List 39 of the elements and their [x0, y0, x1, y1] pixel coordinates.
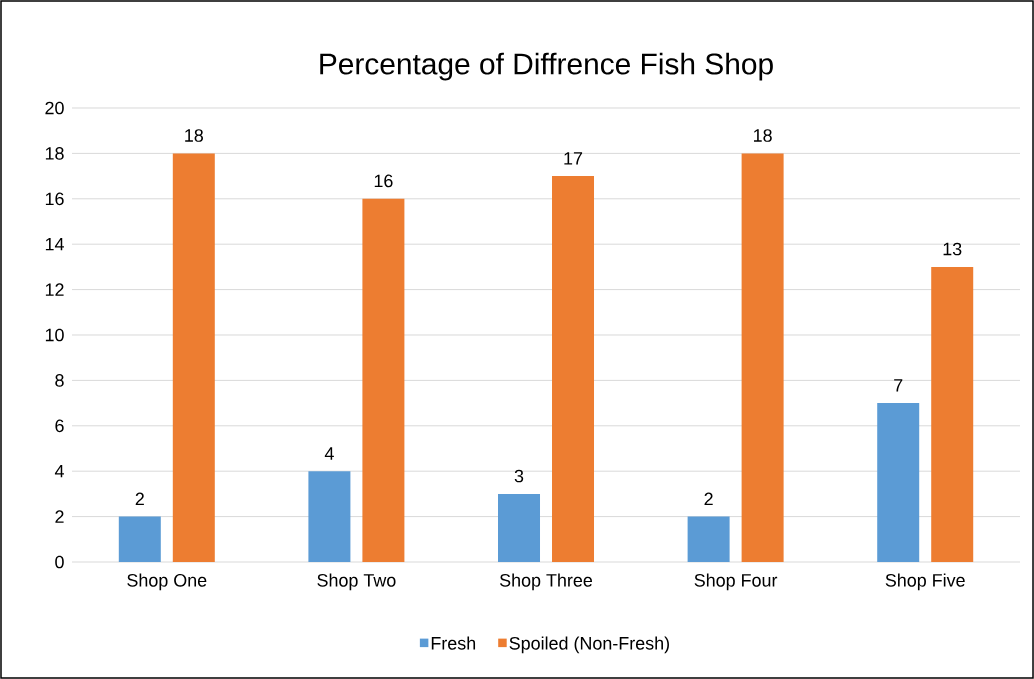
y-tick-label: 10 — [45, 328, 64, 342]
y-tick-label: 8 — [55, 374, 64, 387]
data-label: 4 — [324, 447, 334, 460]
y-tick-label: 2 — [55, 510, 64, 523]
bar — [308, 471, 351, 562]
data-label: 18 — [753, 129, 772, 142]
y-tick-label: 14 — [45, 238, 64, 251]
y-tick-label: 18 — [45, 147, 64, 160]
bar — [552, 176, 595, 562]
x-tick-label: Shop Four — [694, 573, 778, 591]
data-label: 2 — [135, 492, 144, 506]
data-label: 3 — [514, 469, 524, 483]
bar — [172, 153, 215, 562]
bar — [118, 516, 161, 562]
bar — [931, 266, 974, 562]
chart-title: Percentage of Diffrence Fish Shop — [320, 52, 773, 81]
x-tick-label: Shop One — [127, 573, 207, 591]
y-tick-label: 20 — [45, 101, 64, 115]
bar — [741, 153, 784, 562]
bar — [687, 516, 730, 562]
x-tick-label: Shop Five — [885, 573, 965, 591]
data-label: 18 — [185, 129, 203, 142]
y-tick-label: 12 — [45, 283, 64, 296]
data-label: 2 — [704, 492, 713, 506]
y-tick-label: 4 — [54, 465, 64, 478]
y-tick-label: 16 — [45, 192, 64, 206]
y-tick-label: 6 — [55, 419, 64, 433]
data-label: 13 — [943, 242, 962, 256]
data-label: 16 — [374, 174, 393, 188]
legend-label: Spoiled (Non-Fresh) — [509, 636, 669, 654]
bar — [362, 198, 405, 562]
data-label: 7 — [894, 379, 903, 392]
bar — [498, 493, 541, 562]
bar — [877, 403, 920, 562]
legend-label: Fresh — [431, 636, 476, 650]
y-tick-label: 0 — [55, 555, 64, 569]
data-label: 17 — [564, 152, 583, 165]
x-tick-label: Shop Two — [317, 573, 396, 591]
x-tick-label: Shop Three — [499, 573, 593, 591]
